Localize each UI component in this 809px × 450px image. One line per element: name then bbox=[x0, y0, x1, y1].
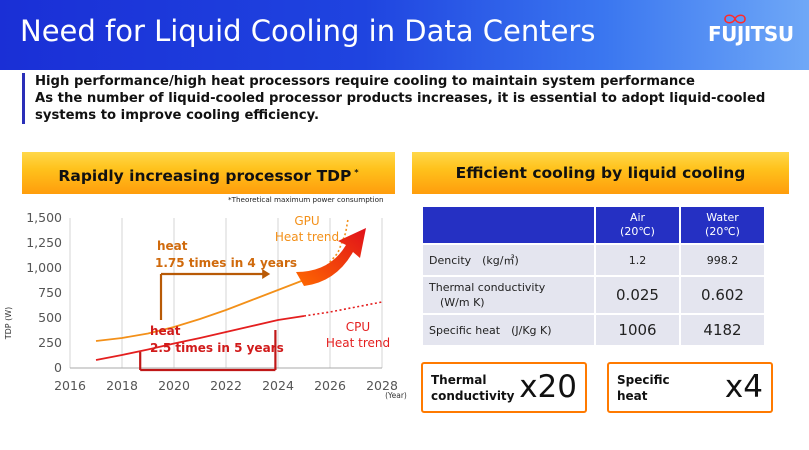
ratio-label-line-1: Thermal bbox=[431, 373, 487, 387]
ratio-label: Specific heat bbox=[617, 372, 670, 404]
x-axis-label: (Year) bbox=[385, 391, 407, 400]
table-corner-cell bbox=[423, 207, 594, 243]
row-label: Dencity (kg/㎥) bbox=[423, 245, 594, 275]
y-tick-label: 750 bbox=[38, 285, 62, 300]
y-tick-label: 0 bbox=[54, 360, 62, 375]
ratio-card-specific-heat: Specific heat x4 bbox=[607, 362, 773, 413]
gpu-heat-word: heat bbox=[157, 239, 188, 253]
cpu-label: CPU bbox=[346, 320, 370, 334]
table-row: Specific heat (J/Kg K) 1006 4182 bbox=[423, 315, 764, 345]
x-tick-label: 2028 bbox=[366, 378, 398, 393]
x-tick-label: 2022 bbox=[210, 378, 242, 393]
cpu-series-line bbox=[95, 315, 305, 361]
x-tick-label: 2024 bbox=[262, 378, 294, 393]
chart-axes: 2016 2018 2020 2022 2024 2026 2028 0 250 500 750 1,… bbox=[4, 210, 407, 400]
cell-air: 0.025 bbox=[596, 277, 679, 313]
fujitsu-logo: FUJITSU bbox=[708, 22, 794, 46]
cell-air: 1006 bbox=[596, 315, 679, 345]
col-water-unit: (20℃) bbox=[705, 225, 740, 238]
gpu-span-arrowhead bbox=[262, 269, 271, 279]
cpu-trend-label: Heat trend bbox=[326, 336, 390, 350]
tdp-chart: 2016 2018 2020 2022 2024 2026 2028 0 250 500 750 1,… bbox=[4, 210, 407, 400]
x-tick-label: 2026 bbox=[314, 378, 346, 393]
ratio-card-thermal: Thermal conductivity x20 bbox=[421, 362, 587, 413]
cell-water: 0.602 bbox=[681, 277, 764, 313]
cpu-heat-factor: 2.5 times in 5 years bbox=[150, 341, 284, 355]
x-tick-label: 2018 bbox=[106, 378, 138, 393]
chart-annotations: GPU Heat trend CPU Heat trend heat 1.75 times… bbox=[139, 214, 390, 372]
col-air-unit: (20℃) bbox=[620, 225, 655, 238]
ratio-label-line-2: heat bbox=[617, 389, 648, 403]
cell-water: 998.2 bbox=[681, 245, 764, 275]
y-tick-label: 1,250 bbox=[26, 235, 62, 250]
chart-series bbox=[95, 217, 383, 361]
col-header-water: Water (20℃) bbox=[681, 207, 764, 243]
intro-line-1: High performance/high heat processors re… bbox=[35, 74, 695, 89]
tdp-heading: Rapidly increasing processor TDP bbox=[58, 167, 352, 186]
y-tick-label: 500 bbox=[38, 310, 62, 325]
table-row: Thermal conductivity (W/m K) 0.025 0.602 bbox=[423, 277, 764, 313]
y-axis-label: TDP (W) bbox=[4, 307, 13, 341]
gpu-label: GPU bbox=[294, 214, 319, 228]
table-header-row: Air (20℃) Water (20℃) bbox=[423, 207, 764, 243]
ratio-label-line-1: Specific bbox=[617, 373, 670, 387]
title-banner: Need for Liquid Cooling in Data Centers … bbox=[0, 0, 809, 70]
tdp-footnote: *Theoretical maximum power consumption bbox=[228, 195, 384, 204]
y-tick-label: 1,000 bbox=[26, 260, 62, 275]
page-title: Need for Liquid Cooling in Data Centers bbox=[20, 14, 596, 48]
x-tick-label: 2016 bbox=[54, 378, 86, 393]
cooling-heading-band: Efficient cooling by liquid cooling bbox=[412, 152, 789, 194]
fujitsu-infinity-icon bbox=[724, 14, 746, 24]
tdp-heading-mark: * bbox=[354, 168, 359, 177]
cell-water: 4182 bbox=[681, 315, 764, 345]
x-tick-label: 2020 bbox=[158, 378, 190, 393]
cpu-trend-line bbox=[303, 301, 383, 317]
col-air-name: Air bbox=[629, 211, 646, 224]
tdp-heading-band: Rapidly increasing processor TDP * bbox=[22, 152, 395, 194]
cooling-comparison-table: Air (20℃) Water (20℃) Dencity (kg/㎥) 1.2 9… bbox=[421, 205, 766, 347]
col-water-name: Water bbox=[706, 211, 739, 224]
cpu-heat-word: heat bbox=[150, 324, 181, 338]
y-tick-label: 250 bbox=[38, 335, 62, 350]
ratio-label-line-2: conductivity bbox=[431, 389, 515, 403]
y-tick-label: 1,500 bbox=[26, 210, 62, 225]
intro-line-2: As the number of liquid-cooled processor… bbox=[35, 91, 766, 123]
ratio-label: Thermal conductivity bbox=[431, 372, 515, 404]
row-label: Specific heat (J/Kg K) bbox=[423, 315, 594, 345]
row-label-line-1: Thermal conductivity bbox=[429, 280, 546, 294]
row-label: Thermal conductivity (W/m K) bbox=[423, 277, 594, 313]
gpu-heat-factor: 1.75 times in 4 years bbox=[155, 256, 297, 270]
cell-air: 1.2 bbox=[596, 245, 679, 275]
intro-text: High performance/high heat processors re… bbox=[22, 73, 802, 124]
gpu-series-line bbox=[95, 279, 305, 342]
col-header-air: Air (20℃) bbox=[596, 207, 679, 243]
cooling-heading: Efficient cooling by liquid cooling bbox=[455, 164, 746, 182]
table-row: Dencity (kg/㎥) 1.2 998.2 bbox=[423, 245, 764, 275]
trend-arrow-icon bbox=[296, 228, 366, 286]
gpu-trend-label: Heat trend bbox=[275, 230, 339, 244]
ratio-value: x20 bbox=[519, 369, 577, 405]
row-label-line-2: (W/m K) bbox=[429, 295, 485, 309]
ratio-value: x4 bbox=[724, 369, 763, 405]
